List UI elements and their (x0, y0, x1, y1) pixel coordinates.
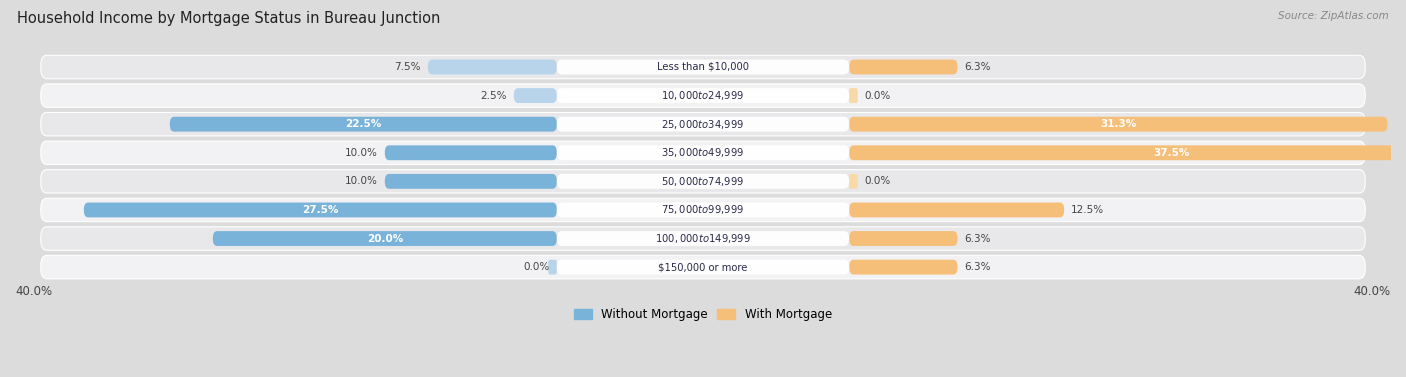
Text: $75,000 to $99,999: $75,000 to $99,999 (661, 204, 745, 216)
Text: 6.3%: 6.3% (965, 233, 991, 244)
FancyBboxPatch shape (849, 88, 858, 103)
Text: $25,000 to $34,999: $25,000 to $34,999 (661, 118, 745, 131)
FancyBboxPatch shape (41, 55, 1365, 79)
Text: 2.5%: 2.5% (481, 90, 508, 101)
FancyBboxPatch shape (557, 202, 849, 218)
Text: $10,000 to $24,999: $10,000 to $24,999 (661, 89, 745, 102)
FancyBboxPatch shape (557, 60, 849, 74)
FancyBboxPatch shape (849, 60, 957, 74)
Legend: Without Mortgage, With Mortgage: Without Mortgage, With Mortgage (569, 303, 837, 326)
Text: 40.0%: 40.0% (1354, 285, 1391, 298)
FancyBboxPatch shape (849, 117, 1388, 132)
FancyBboxPatch shape (385, 174, 557, 189)
Text: 0.0%: 0.0% (865, 90, 891, 101)
Text: 20.0%: 20.0% (367, 233, 404, 244)
FancyBboxPatch shape (427, 60, 557, 74)
FancyBboxPatch shape (41, 227, 1365, 250)
Text: $100,000 to $149,999: $100,000 to $149,999 (655, 232, 751, 245)
Text: 31.3%: 31.3% (1101, 119, 1136, 129)
Text: 27.5%: 27.5% (302, 205, 339, 215)
FancyBboxPatch shape (41, 84, 1365, 107)
FancyBboxPatch shape (212, 231, 557, 246)
Text: Less than $10,000: Less than $10,000 (657, 62, 749, 72)
Text: 22.5%: 22.5% (346, 119, 381, 129)
Text: 10.0%: 10.0% (344, 176, 378, 186)
FancyBboxPatch shape (557, 88, 849, 103)
FancyBboxPatch shape (557, 117, 849, 132)
FancyBboxPatch shape (84, 202, 557, 218)
FancyBboxPatch shape (557, 174, 849, 189)
FancyBboxPatch shape (385, 145, 557, 160)
FancyBboxPatch shape (557, 231, 849, 246)
Text: 7.5%: 7.5% (395, 62, 420, 72)
Text: 12.5%: 12.5% (1071, 205, 1104, 215)
Text: Source: ZipAtlas.com: Source: ZipAtlas.com (1278, 11, 1389, 21)
FancyBboxPatch shape (41, 112, 1365, 136)
FancyBboxPatch shape (41, 141, 1365, 164)
Text: $35,000 to $49,999: $35,000 to $49,999 (661, 146, 745, 159)
FancyBboxPatch shape (849, 145, 1406, 160)
FancyBboxPatch shape (557, 145, 849, 160)
Text: $150,000 or more: $150,000 or more (658, 262, 748, 272)
Text: 6.3%: 6.3% (965, 62, 991, 72)
Text: 0.0%: 0.0% (865, 176, 891, 186)
Text: 0.0%: 0.0% (523, 262, 550, 272)
FancyBboxPatch shape (849, 174, 858, 189)
FancyBboxPatch shape (548, 260, 557, 274)
FancyBboxPatch shape (41, 198, 1365, 222)
FancyBboxPatch shape (41, 170, 1365, 193)
Text: $50,000 to $74,999: $50,000 to $74,999 (661, 175, 745, 188)
Text: 37.5%: 37.5% (1153, 148, 1189, 158)
Text: Household Income by Mortgage Status in Bureau Junction: Household Income by Mortgage Status in B… (17, 11, 440, 26)
Text: 6.3%: 6.3% (965, 262, 991, 272)
FancyBboxPatch shape (849, 231, 957, 246)
FancyBboxPatch shape (557, 260, 849, 274)
FancyBboxPatch shape (41, 255, 1365, 279)
Text: 10.0%: 10.0% (344, 148, 378, 158)
FancyBboxPatch shape (849, 260, 957, 274)
FancyBboxPatch shape (170, 117, 557, 132)
FancyBboxPatch shape (513, 88, 557, 103)
FancyBboxPatch shape (849, 202, 1064, 218)
Text: 40.0%: 40.0% (15, 285, 52, 298)
